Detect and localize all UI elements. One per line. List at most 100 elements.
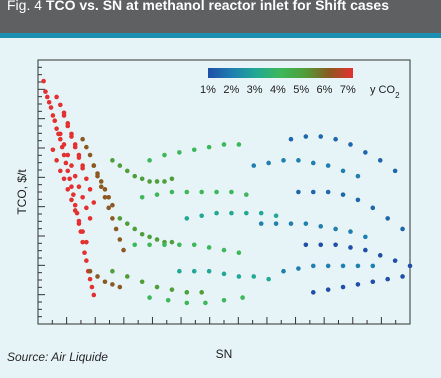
data-point <box>370 279 376 285</box>
data-point <box>69 197 74 203</box>
data-point <box>162 242 167 248</box>
data-point <box>72 142 78 147</box>
data-point <box>206 245 212 250</box>
data-point <box>65 123 71 129</box>
data-point <box>191 147 197 153</box>
data-point <box>303 221 309 226</box>
source-note: Source: Air Liquide <box>7 350 108 364</box>
figure-title-text: TCO vs. SN at methanol reactor inlet for… <box>45 0 389 13</box>
data-point <box>333 242 338 248</box>
data-point <box>95 274 100 279</box>
data-point <box>76 184 82 190</box>
data-point <box>80 163 85 168</box>
data-point <box>407 263 413 269</box>
colorbar-tick-label: 1% <box>200 84 216 96</box>
data-point <box>203 300 208 306</box>
data-point <box>355 282 361 287</box>
data-point <box>199 290 204 295</box>
data-point <box>310 290 316 295</box>
data-point <box>117 163 123 168</box>
data-point <box>72 208 78 213</box>
data-point <box>206 144 212 150</box>
data-point <box>214 189 219 195</box>
data-point <box>98 179 104 184</box>
data-point <box>87 187 93 192</box>
data-point <box>121 247 126 253</box>
data-point <box>392 168 398 174</box>
figure-body: 1% 2% 3% 4% 5% 6% 7% y CO2 SN TCO, $/t <box>0 38 441 378</box>
data-point <box>199 213 204 219</box>
data-point <box>296 158 301 163</box>
data-point <box>177 268 182 274</box>
data-point <box>340 284 346 290</box>
data-point <box>251 274 257 279</box>
data-point <box>191 268 197 274</box>
data-point <box>191 242 197 248</box>
colorbar-tick-label: 6% <box>317 84 333 96</box>
data-point <box>162 152 167 158</box>
data-point <box>80 136 85 142</box>
data-point <box>184 290 190 295</box>
data-point <box>87 276 93 282</box>
data-point <box>84 239 89 245</box>
data-point <box>325 189 331 195</box>
data-point <box>124 168 130 174</box>
colorbar-tick-label: 4% <box>270 84 286 96</box>
x-axis-label: SN <box>216 347 233 361</box>
data-point <box>71 192 76 197</box>
data-point <box>310 189 316 195</box>
data-point <box>117 284 123 290</box>
data-point <box>84 176 89 182</box>
colorbar-tick-label: 5% <box>293 84 309 96</box>
data-point <box>258 210 264 216</box>
data-point <box>48 105 54 110</box>
data-point <box>65 168 71 174</box>
data-point <box>318 134 324 139</box>
data-point <box>154 179 160 184</box>
data-point <box>333 226 338 232</box>
data-point <box>296 189 301 195</box>
figure-title: Fig. 4 TCO vs. SN at methanol reactor in… <box>7 0 389 13</box>
data-point <box>58 131 63 137</box>
data-point <box>154 192 160 197</box>
data-point <box>385 276 390 282</box>
data-point <box>61 113 67 118</box>
data-point <box>63 160 69 166</box>
data-point <box>87 268 93 274</box>
data-point <box>147 242 152 248</box>
data-point <box>89 284 95 290</box>
data-point <box>58 102 63 108</box>
data-point <box>139 231 145 237</box>
data-point <box>106 194 111 200</box>
data-point <box>214 210 219 216</box>
data-point <box>281 268 286 274</box>
data-point <box>169 239 175 245</box>
data-point <box>288 136 294 142</box>
data-point <box>251 163 257 168</box>
data-point <box>355 263 361 269</box>
data-point <box>221 297 227 303</box>
data-point <box>154 237 160 242</box>
data-point <box>147 179 152 184</box>
data-point <box>132 226 138 232</box>
data-point <box>58 136 63 142</box>
data-point <box>240 295 245 300</box>
data-point <box>236 250 242 256</box>
colorbar-tick-label: 7% <box>340 84 356 96</box>
data-point <box>80 239 85 245</box>
data-point <box>363 247 368 253</box>
data-point <box>117 237 123 242</box>
data-point <box>76 218 82 224</box>
data-point <box>139 176 145 182</box>
data-point <box>102 187 108 192</box>
data-point <box>303 134 309 139</box>
data-point <box>221 142 227 147</box>
data-point <box>370 205 376 211</box>
data-point <box>80 229 85 234</box>
data-point <box>162 179 167 184</box>
data-point <box>318 242 324 248</box>
data-point <box>266 276 271 282</box>
data-point <box>87 216 93 221</box>
data-point <box>69 184 74 190</box>
colorbar-tick-label: 2% <box>223 84 239 96</box>
